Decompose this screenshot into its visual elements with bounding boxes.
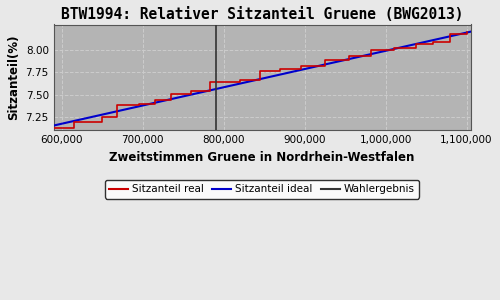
X-axis label: Zweitstimmen Gruene in Nordrhein-Westfalen: Zweitstimmen Gruene in Nordrhein-Westfal… (110, 151, 415, 164)
Legend: Sitzanteil real, Sitzanteil ideal, Wahlergebnis: Sitzanteil real, Sitzanteil ideal, Wahle… (105, 180, 419, 199)
Y-axis label: Sitzanteil(%): Sitzanteil(%) (7, 35, 20, 120)
Title: BTW1994: Relativer Sitzanteil Gruene (BWG2013): BTW1994: Relativer Sitzanteil Gruene (BW… (61, 7, 464, 22)
